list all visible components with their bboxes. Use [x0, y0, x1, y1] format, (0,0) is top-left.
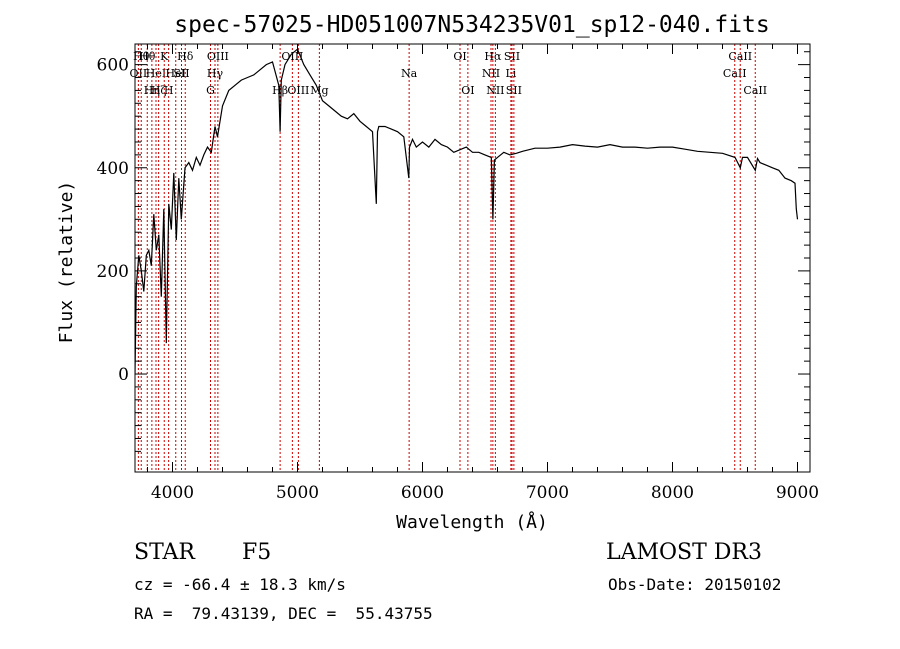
x-tick-label-2: 6000 [401, 483, 444, 503]
line-marker-label-6: K [160, 50, 169, 63]
line-marker-label-17: Mg [310, 84, 328, 97]
chart-title: spec-57025-HD051007N534235V01_sp12-040.f… [174, 12, 769, 38]
line-marker-label-27: CaII [723, 67, 747, 80]
x-tick-label-0: 4000 [151, 483, 194, 503]
line-marker-label-0: OII [130, 67, 148, 80]
line-marker-label-26: SII [506, 84, 522, 97]
line-marker-label-10: Hδ [177, 50, 194, 63]
spectrum-series [135, 48, 799, 375]
line-marker-label-20: OI [461, 84, 474, 97]
spectrum-line-0 [135, 48, 799, 375]
line-marker-label-14: Hβ [272, 84, 288, 97]
plot-frame [134, 43, 811, 473]
line-marker-label-25: SII [504, 50, 520, 63]
y-tick-label-2: 400 [97, 159, 129, 179]
axis-ticks: 4000 5000 6000 7000 8000 9000 0 200 400 600 [97, 44, 819, 503]
survey-name: LAMOST DR3 [606, 540, 762, 565]
line-marker-label-1: Hθ [133, 50, 150, 63]
coordinates: RA = 79.43139, DEC = 55.43755 [134, 604, 433, 623]
line-marker-label-21: NII [482, 67, 500, 80]
line-marker-label-2: Hθ [139, 50, 156, 63]
line-marker-label-13: OIII [207, 50, 229, 63]
line-marker-label-9: SII [173, 67, 189, 80]
line-marker-label-4: HeI [146, 67, 166, 80]
observation-date: Obs-Date: 20150102 [608, 575, 782, 594]
line-marker-label-24: Li [505, 67, 516, 80]
object-class: STAR [134, 540, 195, 565]
line-marker-label-29: CaII [743, 84, 767, 97]
line-marker-label-18: Na [401, 67, 418, 80]
x-tick-label-5: 9000 [776, 483, 819, 503]
spectral-line-markers: OIIHθHθHηHeIHζKHHeISIIHδGHγOIIIHβOIIIOII… [130, 44, 767, 472]
line-marker-label-22: Hα [484, 50, 502, 63]
line-marker-label-11: G [206, 84, 215, 97]
line-marker-label-5: Hζ [151, 84, 167, 97]
line-marker-label-12: Hγ [207, 67, 224, 80]
line-marker-label-16: OIII [287, 84, 309, 97]
redshift-value: cz = -66.4 ± 18.3 km/s [134, 575, 346, 594]
x-tick-label-1: 5000 [276, 483, 319, 503]
y-tick-label-3: 600 [97, 56, 129, 76]
object-subclass: F5 [242, 540, 272, 565]
line-marker-label-28: CaII [728, 50, 752, 63]
line-marker-label-23: NII [486, 84, 504, 97]
y-axis-label: Flux (relative) [56, 181, 77, 344]
line-marker-label-7: H [164, 84, 174, 97]
x-axis-label: Wavelength (Å) [396, 511, 548, 533]
x-tick-label-4: 8000 [651, 483, 694, 503]
line-marker-label-19: OI [453, 50, 466, 63]
x-tick-label-3: 7000 [526, 483, 569, 503]
line-marker-label-8: HeI [166, 67, 186, 80]
y-tick-label-0: 0 [118, 365, 129, 385]
y-tick-label-1: 200 [97, 262, 129, 282]
